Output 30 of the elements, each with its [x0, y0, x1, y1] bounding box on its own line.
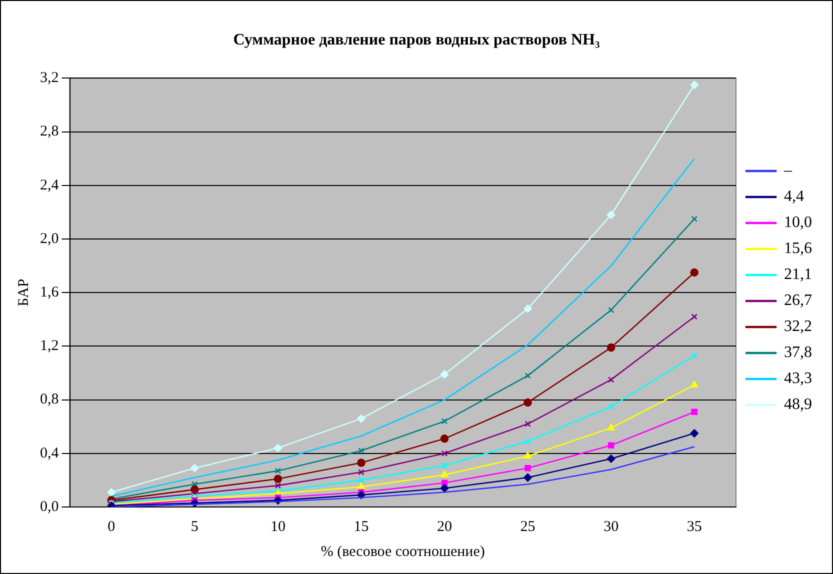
- y-axis-title: БАР: [16, 278, 32, 306]
- x-tick-label: 20: [437, 518, 452, 535]
- chart-title: Суммарное давление паров водных растворов NH₃: [233, 32, 600, 49]
- x-tick-label: 35: [686, 518, 702, 535]
- x-axis-title: % (весовое соотношение): [320, 544, 485, 560]
- x-tick-label: 15: [354, 518, 369, 535]
- legend-label: 15,6: [784, 240, 812, 258]
- legend-label: 43,3: [784, 370, 812, 388]
- x-tick-label: 5: [190, 518, 198, 535]
- legend-label: 4,4: [784, 188, 804, 206]
- legend-label: 21,1: [784, 266, 812, 284]
- x-tick-label: 0: [108, 518, 116, 535]
- y-tick-label: 1,2: [40, 338, 59, 354]
- y-tick-label: 2,8: [40, 124, 59, 140]
- y-tick-label: 0,0: [40, 498, 59, 515]
- x-tick-label: 30: [604, 518, 619, 535]
- y-tick-label: 3,2: [40, 70, 59, 86]
- y-tick-label: 2,4: [40, 177, 60, 194]
- x-tick-label: 10: [270, 518, 286, 535]
- legend-label: 26,7: [784, 292, 812, 310]
- y-tick-label: 0,8: [40, 392, 59, 408]
- legend-label: 32,2: [784, 318, 812, 336]
- y-tick-label: 1,6: [40, 284, 60, 301]
- legend-label: –: [783, 162, 793, 180]
- y-tick-label: 2,0: [40, 230, 59, 247]
- legend-label: 48,9: [784, 396, 812, 414]
- legend-label: 10,0: [784, 214, 812, 232]
- y-tick-label: 0,4: [40, 445, 60, 462]
- x-tick-label: 25: [520, 518, 536, 535]
- legend-label: 37,8: [784, 344, 812, 362]
